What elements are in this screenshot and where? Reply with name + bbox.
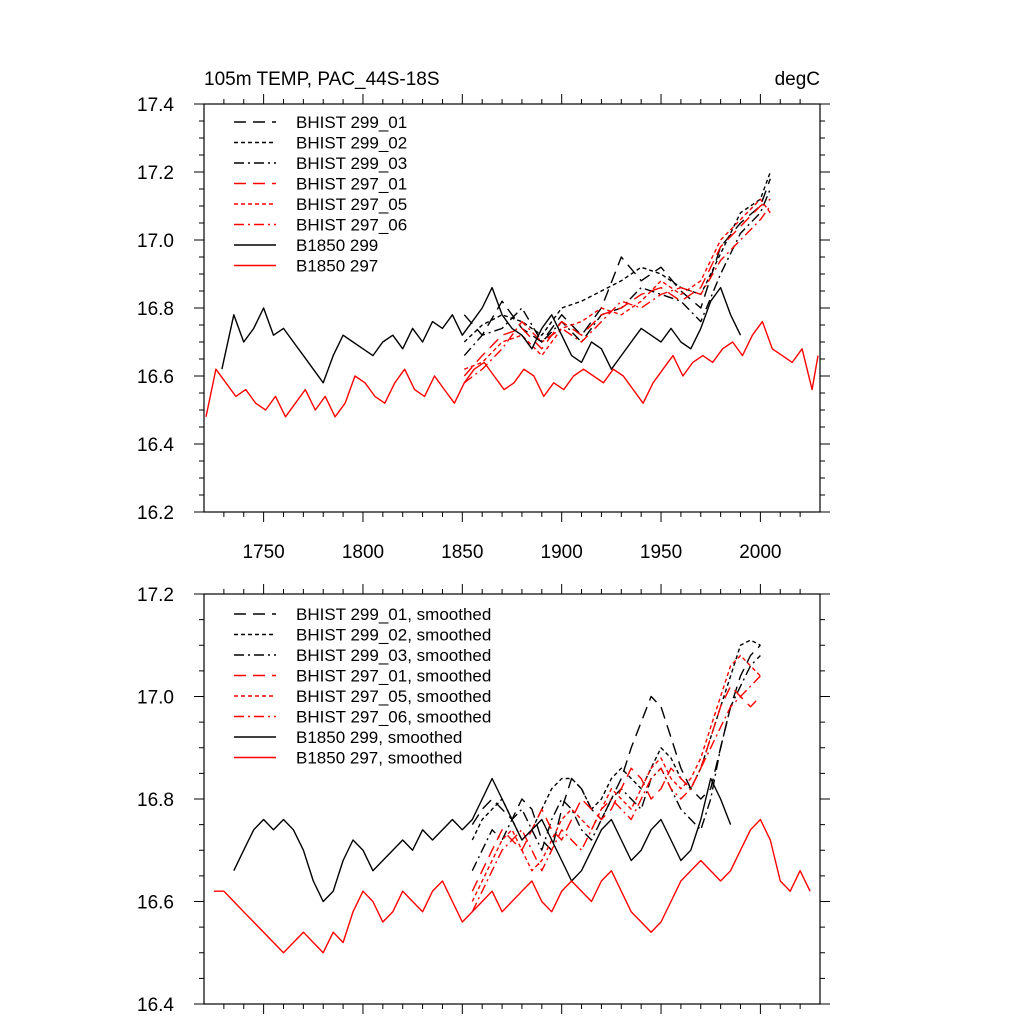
y-tick-label: 17.2 <box>137 585 174 606</box>
legend-label: BHIST 299_03, smoothed <box>296 646 491 665</box>
legend-label: BHIST 297_01, smoothed <box>296 667 491 686</box>
y-tick-label: 16.4 <box>137 435 174 456</box>
y-tick-label: 16.8 <box>137 790 174 811</box>
legend-label: BHIST 299_02 <box>296 134 407 153</box>
y-tick-label: 17.0 <box>137 231 174 252</box>
legend-label: BHIST 297_05 <box>296 195 407 214</box>
series-line-bhist-297-01 <box>463 198 771 377</box>
legend-label: BHIST 297_05, smoothed <box>296 687 491 706</box>
legend-label: BHIST 299_03 <box>296 154 407 173</box>
series-line-bhist-297-01-smoothed <box>471 685 761 892</box>
y-tick-label: 16.2 <box>137 503 174 524</box>
y-tick-label: 16.6 <box>137 893 174 914</box>
series-line-bhist-299-02 <box>463 171 771 343</box>
x-tick-label: 2000 <box>739 542 781 563</box>
x-tick-label: 1950 <box>640 542 682 563</box>
series-line-b1850-297-smoothed <box>213 818 811 954</box>
series-line-b1850-299-smoothed <box>233 777 732 903</box>
series-line-bhist-297-05-smoothed <box>471 654 761 902</box>
x-tick-label: 1850 <box>441 542 483 563</box>
bottom-panel: 16.4 16.6 16.8 17.0 17.2 BHIST 299_01, smooth… <box>137 584 830 1016</box>
top-chart-units: degC <box>775 69 820 90</box>
x-tick-label: 1800 <box>342 542 384 563</box>
legend-label: BHIST 297_06 <box>296 216 407 235</box>
x-tick-label: 1900 <box>541 542 583 563</box>
series-line-b1850-297 <box>205 320 819 418</box>
legend-label: B1850 297 <box>296 257 378 276</box>
legend-label: BHIST 297_01 <box>296 175 407 194</box>
top-panel: 1750 1800 1850 1900 1950 2000 16.2 16.4 16.6 16.8… <box>137 94 830 563</box>
legend-label: B1850 297, smoothed <box>296 749 462 768</box>
legend-label: BHIST 297_06, smoothed <box>296 708 491 727</box>
y-tick-label: 17.0 <box>137 688 174 709</box>
y-tick-label: 17.4 <box>137 95 174 116</box>
series-line-bhist-297-05 <box>464 198 771 370</box>
y-tick-label: 16.4 <box>137 995 174 1016</box>
legend-label: BHIST 299_01, smoothed <box>296 605 491 624</box>
y-tick-label: 16.6 <box>137 367 174 388</box>
top-chart-title: 105m TEMP, PAC_44S-18S <box>204 69 440 90</box>
series-line-bhist-297-06 <box>463 205 771 384</box>
legend-label: B1850 299, smoothed <box>296 728 462 747</box>
series-line-bhist-297-06-smoothed <box>471 675 761 913</box>
legend-label: BHIST 299_02, smoothed <box>296 626 491 645</box>
legend-label: B1850 299 <box>296 236 378 255</box>
y-tick-label: 16.8 <box>137 299 174 320</box>
series-line-b1850-299 <box>221 286 742 384</box>
x-tick-label: 1750 <box>242 542 284 563</box>
legend-label: BHIST 299_01 <box>296 113 407 132</box>
y-tick-label: 17.2 <box>137 163 174 184</box>
